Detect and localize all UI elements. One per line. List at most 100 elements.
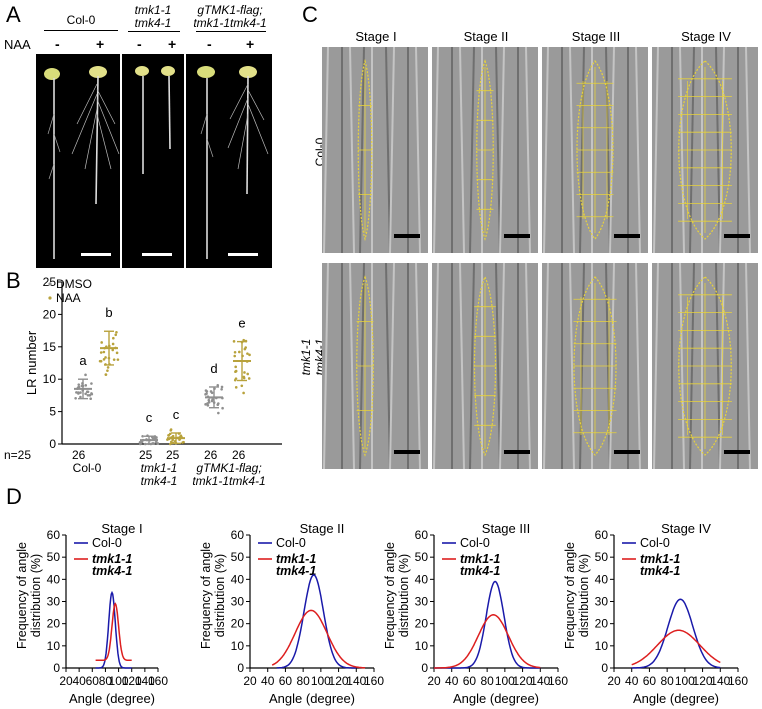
x-tick-label: 80 bbox=[99, 674, 113, 688]
x-axis-label: Angle (degree) bbox=[269, 691, 355, 706]
cell-wall bbox=[389, 262, 395, 470]
y-tick-label: 60 bbox=[231, 528, 245, 542]
data-point bbox=[204, 403, 207, 406]
data-point bbox=[141, 434, 144, 438]
x-tick-label: 140 bbox=[346, 674, 366, 688]
x-tick-label: 80 bbox=[660, 674, 674, 688]
data-point bbox=[79, 395, 82, 399]
series-line-col0 bbox=[434, 580, 541, 669]
data-point bbox=[171, 434, 175, 438]
data-point bbox=[168, 442, 172, 446]
group-tmk-title-1: tmk1-1 bbox=[134, 3, 172, 17]
y-axis-label-1: Frequency of angle bbox=[15, 542, 29, 649]
data-point bbox=[217, 411, 220, 415]
x-tick-label: 160 bbox=[548, 674, 568, 688]
microscopy-grid bbox=[322, 47, 758, 470]
cotyledon-icon bbox=[161, 66, 175, 76]
data-point bbox=[153, 435, 157, 438]
data-point bbox=[246, 352, 249, 355]
legend-mutant-2: tmk4-1 bbox=[92, 564, 132, 578]
cell-wall bbox=[433, 262, 439, 470]
n-value-comp-dmso: 26 bbox=[204, 448, 218, 462]
stage-title-2: Stage II bbox=[463, 29, 509, 44]
data-point bbox=[115, 331, 118, 334]
panel-d-label: D bbox=[6, 484, 22, 509]
data-point bbox=[106, 369, 109, 372]
y-tick-label: 50 bbox=[47, 550, 61, 564]
data-point bbox=[85, 390, 89, 394]
data-point bbox=[111, 342, 115, 346]
y-tick-label: 50 bbox=[595, 550, 609, 564]
x-tick-label: 60 bbox=[86, 674, 100, 688]
y-tick-label: 10 bbox=[231, 639, 245, 653]
x-tick-label: 80 bbox=[480, 674, 494, 688]
xgroup-comp-2: tmk1-1tmk4-1 bbox=[192, 474, 266, 488]
cell-wall bbox=[653, 262, 659, 470]
data-point bbox=[77, 383, 81, 386]
data-point bbox=[182, 440, 185, 444]
x-tick-label: 40 bbox=[72, 674, 86, 688]
data-point bbox=[210, 399, 214, 403]
sign-tmk-plus: + bbox=[168, 36, 177, 52]
group-comp-underline bbox=[196, 31, 266, 32]
stage-title-1: Stage I bbox=[355, 29, 397, 44]
y-tick-label: 60 bbox=[595, 528, 609, 542]
scale-bar bbox=[228, 253, 258, 256]
cell-wall bbox=[415, 47, 421, 254]
x-axis-label: Angle (degree) bbox=[453, 691, 539, 706]
data-point bbox=[232, 340, 236, 343]
x-tick-label: 160 bbox=[364, 674, 384, 688]
scale-bar bbox=[504, 234, 530, 238]
y-axis-label-1: Frequency of angle bbox=[383, 542, 397, 649]
data-point bbox=[234, 386, 238, 389]
cell-wall bbox=[323, 262, 329, 470]
n-value-tmk-dmso: 25 bbox=[139, 448, 153, 462]
data-point bbox=[221, 406, 224, 410]
n-value-comp-naa: 26 bbox=[232, 448, 246, 462]
cell-wall bbox=[495, 262, 501, 470]
data-point bbox=[99, 351, 103, 354]
data-point bbox=[248, 353, 251, 357]
primordium-outline bbox=[476, 59, 494, 241]
cotyledon-icon bbox=[197, 66, 215, 78]
y-tick-label: 30 bbox=[47, 595, 61, 609]
cell-wall bbox=[653, 47, 659, 254]
cell-wall bbox=[495, 47, 501, 254]
data-point bbox=[206, 402, 209, 405]
chart-title: Stage III bbox=[482, 521, 530, 536]
cell-wall bbox=[459, 262, 465, 470]
y-tick-label: 60 bbox=[415, 528, 429, 542]
cell-wall bbox=[469, 262, 475, 470]
xgroup-col0: Col-0 bbox=[72, 461, 102, 475]
x-tick-label: 100 bbox=[675, 674, 695, 688]
significance-letter: e bbox=[238, 316, 245, 331]
x-tick-label: 140 bbox=[710, 674, 730, 688]
x-tick-label: 100 bbox=[495, 674, 515, 688]
y-tick-label: 30 bbox=[595, 595, 609, 609]
y-tick-label: 0 bbox=[601, 661, 608, 675]
cell-wall bbox=[569, 262, 575, 470]
y-tick-label: 20 bbox=[595, 617, 609, 631]
x-tick-label: 120 bbox=[513, 674, 533, 688]
legend-mutant-1: tmk1-1 bbox=[460, 552, 500, 566]
scale-bar bbox=[724, 234, 750, 238]
data-point bbox=[112, 336, 115, 340]
y-axis-label-2: distribution (%) bbox=[577, 554, 591, 637]
data-point bbox=[84, 373, 87, 377]
n-value-tmk-naa: 25 bbox=[166, 448, 180, 462]
x-tick-label: 20 bbox=[243, 674, 257, 688]
row-label-tmk-1: tmk1-1 bbox=[299, 338, 313, 376]
y-tick-label: 0 bbox=[49, 437, 56, 451]
x-tick-label: 140 bbox=[135, 674, 155, 688]
scale-bar bbox=[614, 234, 640, 238]
legend-col0: Col-0 bbox=[92, 536, 122, 550]
group-col0-title: Col-0 bbox=[66, 13, 96, 27]
micro-tile-r2-s2 bbox=[432, 262, 538, 470]
data-point bbox=[89, 397, 92, 400]
primary-root-icon bbox=[246, 75, 249, 195]
y-axis-label-1: Frequency of angle bbox=[199, 542, 213, 649]
data-point bbox=[238, 350, 241, 354]
primordium-outline bbox=[573, 276, 617, 456]
